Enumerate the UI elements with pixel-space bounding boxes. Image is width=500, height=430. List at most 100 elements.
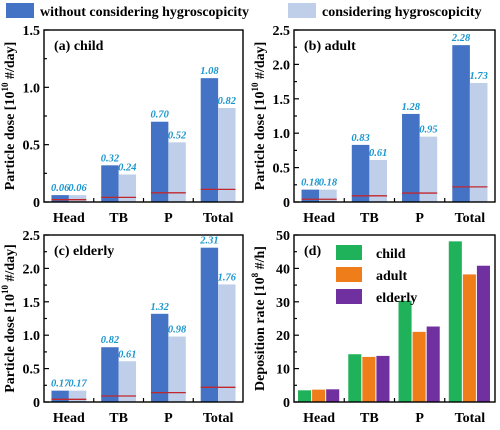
bar-tb-without-considering-hygroscopicity xyxy=(351,144,370,202)
bar-total-without-considering-hygroscopicity xyxy=(452,45,470,202)
value-label: 0.17 xyxy=(51,379,70,390)
y-tick-label: 0.5 xyxy=(23,363,41,378)
bar-p-adult xyxy=(412,331,426,402)
bar-head-without-considering-hygroscopicity xyxy=(51,390,69,402)
value-label: 0.17 xyxy=(68,379,87,390)
value-label: 0.32 xyxy=(101,153,120,164)
y-tick-label: 2.5 xyxy=(273,24,291,39)
category-label: TB xyxy=(109,411,128,426)
value-label: 2.28 xyxy=(451,33,471,44)
value-label: 0.18 xyxy=(319,178,338,189)
value-label: 0.70 xyxy=(150,110,169,121)
bar-total-child xyxy=(448,241,462,402)
bar-tb-adult xyxy=(362,356,376,402)
value-label: 0.24 xyxy=(118,162,136,173)
y-tick-label: 2.5 xyxy=(23,229,41,244)
value-label: 0.95 xyxy=(419,125,437,136)
bar-p-child xyxy=(398,300,412,402)
panel-label: (a) child xyxy=(54,39,104,54)
bar-head-without-considering-hygroscopicity xyxy=(301,189,320,202)
bar-head-considering-hygroscopicity xyxy=(319,189,337,202)
legend-label-child: child xyxy=(376,247,406,262)
legend-label-adult: adult xyxy=(376,269,407,284)
category-label: TB xyxy=(109,211,128,226)
value-label: 1.32 xyxy=(150,302,169,313)
y-tick-label: 10 xyxy=(276,363,290,378)
legend-label-elderly: elderly xyxy=(376,291,417,306)
value-label: 1.28 xyxy=(402,102,421,113)
y-tick-label: 50 xyxy=(276,229,290,244)
bar-head-elderly xyxy=(326,389,340,402)
legend-label-with: considering hygroscopicity xyxy=(322,5,482,20)
y-tick-label: 0 xyxy=(283,396,290,411)
bar-total-without-considering-hygroscopicity xyxy=(200,247,219,402)
y-axis-label: Particle dose [1010 #/day] xyxy=(0,42,18,191)
category-label: P xyxy=(415,211,424,226)
bar-p-elderly xyxy=(426,326,440,402)
y-axis-label: Deposition rate [108 #/h] xyxy=(250,246,268,391)
panel-a: 0.06 0.06 Head 0.320.24 TB 0.70 0.52 P 1.08 0.82 T… xyxy=(0,24,244,226)
bar-tb-considering-hygroscopicity xyxy=(369,160,387,202)
category-label: TB xyxy=(360,211,379,226)
bar-tb-considering-hygroscopicity xyxy=(118,361,137,402)
panel-b: 0.18 0.18 Head 0.830.61 TB 1.28 0.95 P 2.28 1.73 T… xyxy=(250,24,496,226)
value-label: 0.18 xyxy=(301,178,320,189)
category-label: TB xyxy=(360,411,379,426)
bar-head-considering-hygroscopicity xyxy=(68,390,87,402)
panels: 0.06 0.06 Head 0.320.24 TB 0.70 0.52 P 1.08 0.82 T… xyxy=(0,24,496,426)
y-tick-label: 1.5 xyxy=(23,24,41,39)
value-label: 1.76 xyxy=(218,272,237,283)
value-label: 0.06 xyxy=(51,183,70,194)
value-label: 0.06 xyxy=(68,183,87,194)
category-label: P xyxy=(164,211,173,226)
legend-swatch-adult xyxy=(336,267,362,282)
y-tick-label: 1.0 xyxy=(23,329,41,344)
bar-total-adult xyxy=(462,274,476,402)
category-label: P xyxy=(415,411,424,426)
panel-c: 0.17 0.17 Head 0.82 0.61 TB 1.32 0.98 P 2.31 1.76 T… xyxy=(0,229,244,426)
value-label: 0.98 xyxy=(168,325,187,336)
bar-tb-considering-hygroscopicity xyxy=(118,174,137,202)
bar-total-elderly xyxy=(476,265,490,402)
category-label: Head xyxy=(53,211,85,226)
y-tick-label: 0.5 xyxy=(23,139,41,154)
category-label: Total xyxy=(455,211,486,226)
bar-p-considering-hygroscopicity xyxy=(168,142,186,202)
y-axis-label: Particle dose [1010 #/day] xyxy=(250,42,268,191)
y-tick-label: 0 xyxy=(283,196,290,211)
bar-head-considering-hygroscopicity xyxy=(68,195,87,202)
bar-tb-without-considering-hygroscopicity xyxy=(101,347,119,402)
bar-head-adult xyxy=(312,389,326,402)
top-legend: without considering hygroscopicity consi… xyxy=(6,3,482,20)
bar-p-without-considering-hygroscopicity xyxy=(150,313,169,402)
legend-swatch-elderly xyxy=(336,289,362,304)
bar-tb-child xyxy=(348,354,362,402)
bar-total-considering-hygroscopicity xyxy=(218,284,236,402)
value-label: 2.31 xyxy=(199,236,218,247)
y-tick-label: 1.5 xyxy=(273,93,291,108)
category-label: Total xyxy=(203,211,234,226)
bar-tb-elderly xyxy=(376,355,390,402)
y-tick-label: 0 xyxy=(33,396,40,411)
y-tick-label: 40 xyxy=(276,262,290,277)
value-label: 0.82 xyxy=(218,96,237,107)
category-label: Head xyxy=(53,411,85,426)
y-tick-label: 1.5 xyxy=(23,296,41,311)
value-label: 0.83 xyxy=(351,133,369,144)
bar-p-considering-hygroscopicity xyxy=(419,136,438,202)
bar-head-without-considering-hygroscopicity xyxy=(51,195,69,202)
category-label: Head xyxy=(303,411,335,426)
y-axis-label: Particle dose [1010 #/day] xyxy=(0,244,18,393)
panel-d: Head TB P Total 0 10 20 30 40 50 (d) Deposition rat… xyxy=(250,229,496,426)
bar-head-child xyxy=(298,390,312,402)
value-label: 1.73 xyxy=(469,71,487,82)
legend-label-without: without considering hygroscopicity xyxy=(40,5,249,20)
category-label: Head xyxy=(303,211,335,226)
panel-label: (d) xyxy=(304,244,321,259)
category-label: P xyxy=(164,411,173,426)
y-tick-label: 0.5 xyxy=(273,162,291,177)
legend-swatch-with xyxy=(288,3,316,18)
y-tick-label: 1.0 xyxy=(23,81,41,96)
value-label: 1.08 xyxy=(200,66,219,77)
